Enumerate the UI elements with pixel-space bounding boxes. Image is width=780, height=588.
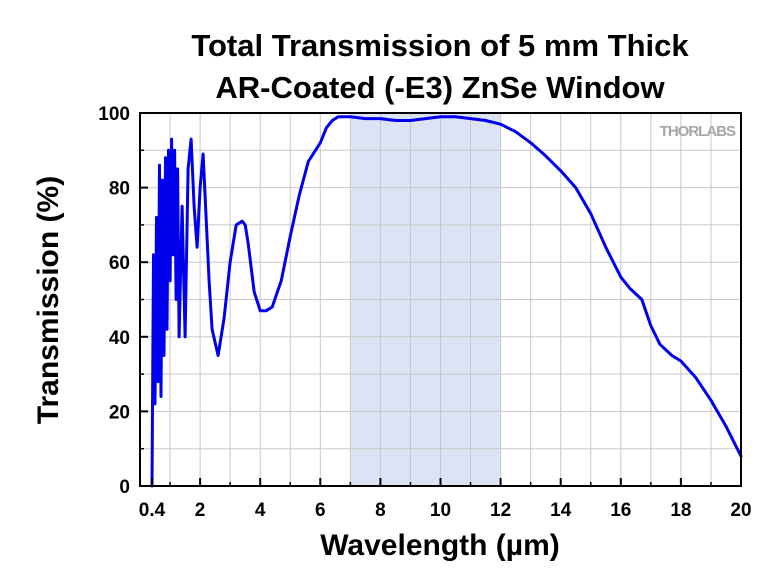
thorlabs-watermark: THORLABS <box>660 123 736 140</box>
x-tick-label: 4 <box>255 500 266 521</box>
transmission-line <box>150 115 743 488</box>
x-tick-label: 18 <box>670 500 691 521</box>
x-tick-label: 2 <box>195 500 206 521</box>
x-tick-label: 14 <box>550 500 572 521</box>
x-tick-label: 12 <box>490 500 511 521</box>
watermark-layer: THORLABS <box>660 123 737 140</box>
chart-title-line-1: Total Transmission of 5 mm Thick <box>191 28 689 63</box>
x-tick-label: 20 <box>730 500 751 521</box>
y-tick-label: 20 <box>109 402 130 423</box>
y-tick-label: 60 <box>109 253 130 274</box>
y-tick-label: 100 <box>98 104 130 125</box>
y-axis-ticks: 0 20 40 60 80 100 <box>98 104 148 498</box>
x-axis-ticks: 0.4 2 4 6 8 10 12 14 16 18 20 <box>139 478 752 521</box>
y-axis-label: Transmission (%) <box>32 176 65 424</box>
y-tick-label: 0 <box>119 477 130 498</box>
x-tick-label: 8 <box>375 500 386 521</box>
x-tick-label: 10 <box>430 500 451 521</box>
x-axis-label: Wavelength (µm) <box>320 529 560 562</box>
x-tick-label: 0.4 <box>139 500 166 521</box>
y-tick-label: 80 <box>109 179 130 200</box>
chart-title-line-2: AR-Coated (-E3) ZnSe Window <box>215 70 665 105</box>
x-tick-label: 6 <box>315 500 326 521</box>
y-tick-label: 40 <box>109 328 130 349</box>
grid-lines <box>140 113 741 486</box>
series-layer <box>150 115 743 488</box>
x-tick-label: 16 <box>610 500 631 521</box>
